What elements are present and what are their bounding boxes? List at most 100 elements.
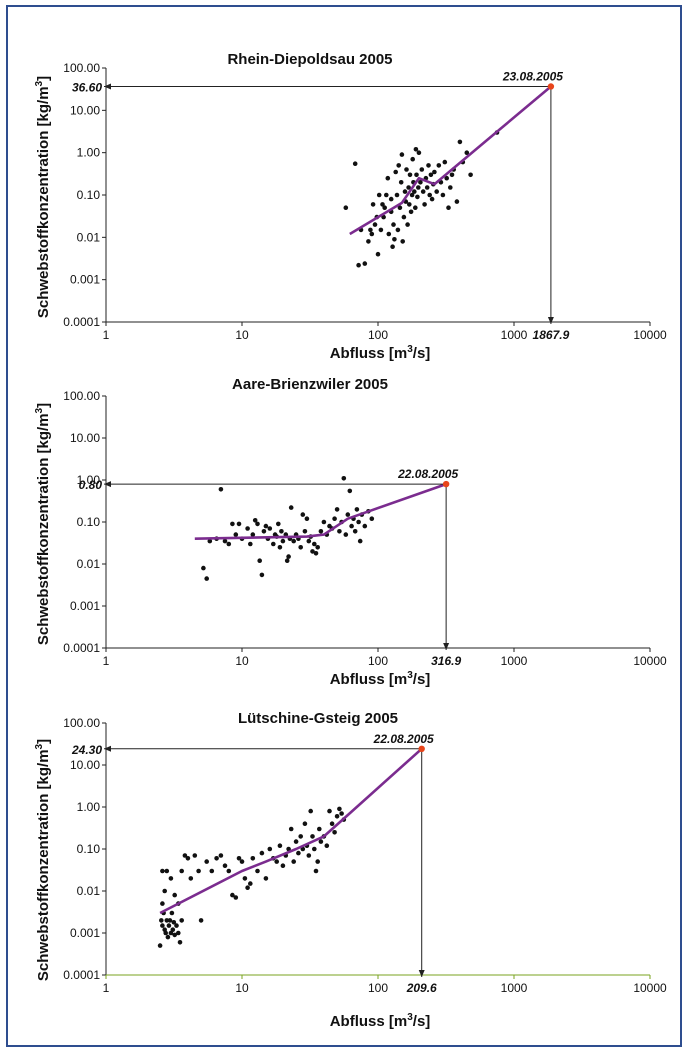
data-point — [255, 868, 260, 874]
data-point — [164, 868, 170, 874]
data-point — [416, 185, 421, 190]
data-point — [416, 150, 422, 155]
data-point — [427, 192, 433, 198]
y-tick-label: 1.00 — [77, 473, 101, 487]
data-point — [300, 512, 306, 517]
x-tick-label: 1 — [103, 654, 110, 668]
y-tick-label: 0.0001 — [63, 968, 100, 982]
data-point — [382, 205, 388, 210]
data-point — [179, 868, 184, 874]
data-point — [263, 523, 269, 529]
data-point — [436, 163, 442, 168]
data-point — [349, 523, 354, 529]
data-point — [380, 202, 385, 207]
data-point — [168, 876, 174, 881]
y-tick-label: 0.001 — [70, 599, 100, 613]
data-point — [277, 545, 283, 550]
data-point — [434, 189, 440, 194]
data-point — [332, 516, 337, 521]
data-point — [440, 192, 446, 198]
data-point — [424, 185, 430, 190]
data-point — [341, 476, 347, 481]
data-point — [302, 821, 308, 826]
data-point — [310, 549, 315, 554]
data-point — [428, 172, 434, 178]
data-point — [426, 163, 431, 168]
data-point — [464, 150, 470, 155]
data-point — [182, 853, 188, 858]
data-point — [236, 856, 242, 861]
data-point — [201, 565, 206, 571]
data-point — [419, 167, 425, 172]
data-point — [391, 222, 396, 227]
data-point — [226, 868, 232, 874]
chart-1-y-axis-label: Schwebstoffkonzentration [kg/m3] — [34, 76, 52, 318]
event-x-arrowhead — [547, 317, 554, 324]
data-point — [345, 512, 351, 517]
data-point — [245, 526, 250, 531]
data-point — [327, 808, 332, 814]
data-point — [218, 853, 224, 858]
data-point — [372, 222, 378, 227]
chart-1-plot-area: 0.0001 0.001 0.01 0.10 1.00 10.00 100.00 1 10 100… — [63, 61, 667, 342]
data-point — [406, 185, 411, 190]
data-point — [267, 846, 273, 852]
data-point — [248, 881, 253, 886]
data-point — [408, 209, 414, 215]
data-point — [252, 518, 258, 523]
y-tick-label: 0.001 — [70, 926, 100, 940]
x-tick-label: 100 — [368, 328, 388, 342]
data-point — [448, 185, 453, 190]
data-point — [233, 895, 239, 900]
event-point — [442, 480, 450, 488]
data-point — [209, 868, 215, 874]
chart-panel-3: Lütschine-Gsteig 2005 0.0001 0.001 0.01 0.1… — [34, 710, 667, 1030]
x-tick-label: 10000 — [633, 328, 667, 342]
x-tick-label: 10 — [235, 328, 249, 342]
y-tick-label: 0.10 — [77, 188, 101, 202]
data-point — [404, 167, 409, 172]
fit-line — [194, 482, 447, 540]
data-point — [236, 521, 242, 527]
data-point — [167, 918, 173, 923]
data-point — [172, 932, 177, 938]
chart-2-plot-area: 0.0001 0.001 0.01 0.10 1.00 10.00 100.00 1 10 100… — [63, 389, 667, 668]
data-point — [239, 859, 245, 864]
x-tick-label: 1000 — [501, 328, 528, 342]
data-point — [337, 806, 342, 812]
data-point — [313, 551, 319, 556]
data-point — [362, 261, 368, 266]
data-point — [394, 192, 400, 198]
data-point — [376, 192, 382, 198]
data-point — [204, 859, 209, 864]
data-point — [250, 856, 256, 861]
data-point — [204, 576, 209, 581]
event-date-label: 23.08.2005 — [502, 69, 563, 83]
data-point — [291, 859, 297, 864]
data-point — [409, 192, 415, 198]
y-tick-label: 0.0001 — [63, 641, 100, 655]
x-tick-label: 1 — [103, 328, 110, 342]
data-point — [160, 923, 165, 928]
data-point — [315, 545, 321, 550]
data-point — [198, 918, 204, 923]
event-point — [547, 83, 555, 90]
data-point — [352, 529, 358, 534]
data-point — [288, 505, 294, 510]
data-point — [388, 196, 394, 202]
data-point — [318, 529, 324, 534]
x-tick-label: 1000 — [501, 654, 528, 668]
data-point — [172, 892, 177, 898]
data-point — [339, 811, 344, 816]
data-point — [393, 169, 399, 175]
data-point — [343, 532, 349, 537]
data-point — [233, 532, 239, 537]
x-tick-label: 100 — [368, 654, 388, 668]
data-point — [313, 868, 319, 874]
data-point — [192, 853, 198, 858]
data-point — [277, 843, 283, 848]
data-point — [176, 930, 181, 936]
data-point — [257, 558, 263, 563]
chart-panel-2: Aare-Brienzwiler 2005 0.0001 0.001 0.01 0.1… — [34, 376, 667, 688]
